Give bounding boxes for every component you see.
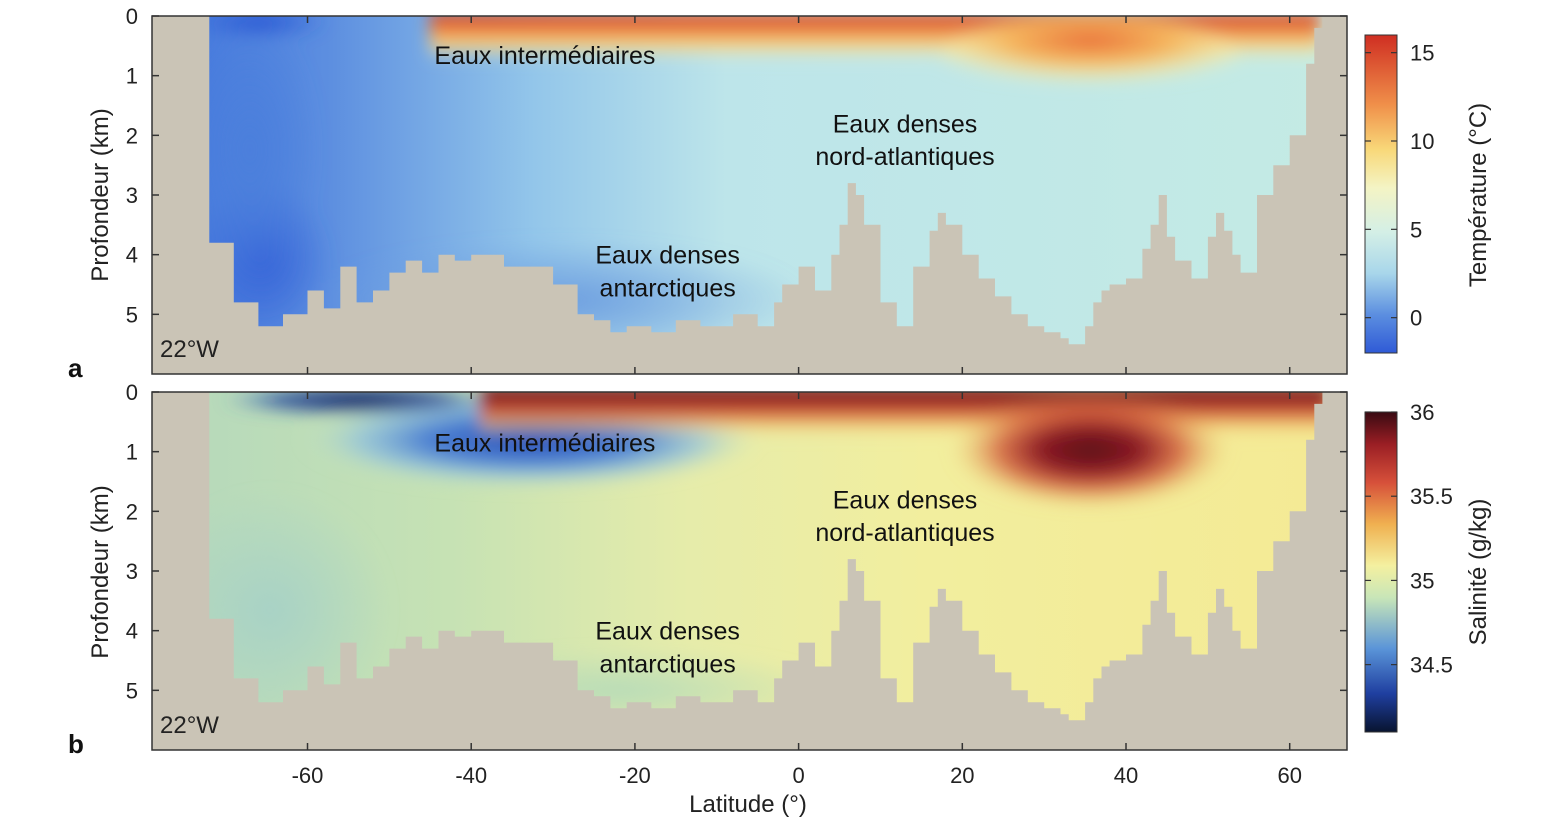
x-tick-label: -20 [619, 763, 651, 788]
seafloor-mask [152, 16, 1347, 374]
surface-cold-south [190, 16, 330, 40]
x-tick-label: 60 [1277, 763, 1301, 788]
x-axis-label: Latitude (°) [689, 791, 807, 818]
water-mass-label: Eaux denses [595, 618, 740, 646]
colorbar-tick-label: 36 [1410, 400, 1434, 425]
water-mass-label: Eaux denses [595, 242, 740, 270]
colorbar-tick-label: 34.5 [1410, 653, 1453, 678]
y-tick-label: 2 [126, 499, 138, 524]
y-axis-label: Profondeur (km) [87, 108, 114, 281]
y-tick-label: 4 [126, 243, 138, 268]
water-mass-label: antarctiques [600, 274, 736, 302]
colorbar-ticks: 0 5 10 15 [1365, 41, 1434, 331]
y-axis-ticks: 0 1 2 3 4 5 [126, 4, 1347, 327]
colorbar-tick-label: 35.5 [1410, 484, 1453, 509]
y-axis-ticks: 0 1 2 3 4 5 [126, 380, 1347, 703]
longitude-label: 22°W [160, 712, 219, 739]
water-mass-labels: Eaux intermédiaires Eaux denses nord-atlan… [434, 430, 994, 679]
temperature-colorbar [1364, 34, 1398, 354]
seafloor-mask [152, 392, 1347, 750]
y-tick-label: 3 [126, 559, 138, 584]
colorbar-tick-label: 5 [1410, 217, 1422, 242]
x-tick-label: -40 [455, 763, 487, 788]
water-mass-label: Eaux intermédiaires [434, 42, 655, 70]
panel-label: b [68, 729, 84, 759]
colorbar-tick-label: 10 [1410, 129, 1434, 154]
y-tick-label: 3 [126, 183, 138, 208]
x-axis-ticks: -60 -40 -20 0 20 40 60 [292, 16, 1302, 788]
y-tick-label: 1 [126, 64, 138, 89]
water-mass-label: Eaux denses [833, 110, 978, 138]
y-tick-label: 5 [126, 302, 138, 327]
water-mass-label: Eaux intermédiaires [434, 430, 655, 458]
y-axis-label: Profondeur (km) [87, 485, 114, 658]
salinity-colorbar [1364, 411, 1398, 733]
colorbar-tick-label: 35 [1410, 568, 1434, 593]
water-mass-labels: Eaux intermédiaires Eaux denses nord-atlan… [434, 42, 994, 303]
longitude-label: 22°W [160, 336, 219, 363]
mediterranean-outflow [950, 392, 1230, 508]
colorbar-tick-label: 15 [1410, 41, 1434, 66]
y-tick-label: 5 [126, 678, 138, 703]
colorbar-label: Température (°C) [1465, 103, 1492, 287]
x-tick-label: 40 [1114, 763, 1138, 788]
x-tick-label: 20 [950, 763, 974, 788]
colorbar-ticks: 34.5 35 35.5 36 [1365, 400, 1453, 678]
surface-fresh-south [220, 392, 500, 416]
colorbar-label: Salinité (g/kg) [1465, 499, 1492, 646]
temperature-panel: 0 1 2 3 4 5 Profondeur (km) 22°W a Eaux inter… [68, 4, 1492, 383]
water-mass-label: nord-atlantiques [815, 143, 994, 171]
colorbar-tick-label: 0 [1410, 306, 1422, 331]
y-tick-label: 0 [126, 380, 138, 405]
panel-label: a [68, 353, 83, 383]
southern-cold-column [180, 16, 320, 290]
water-mass-label: nord-atlantiques [815, 519, 994, 547]
y-tick-label: 2 [126, 123, 138, 148]
y-tick-label: 0 [126, 4, 138, 29]
y-tick-label: 4 [126, 619, 138, 644]
x-tick-label: 0 [792, 763, 804, 788]
y-tick-label: 1 [126, 440, 138, 465]
water-mass-label: antarctiques [600, 650, 736, 678]
x-tick-label: -60 [292, 763, 324, 788]
subtropical-warm-lens [940, 17, 1240, 93]
water-mass-label: Eaux denses [833, 486, 978, 514]
